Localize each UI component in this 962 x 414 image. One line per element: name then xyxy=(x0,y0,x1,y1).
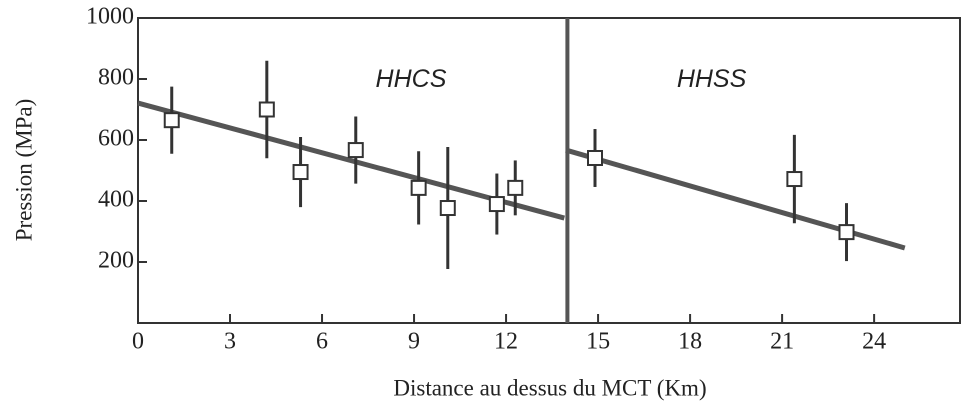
marker xyxy=(292,164,309,181)
y-tick-label: 200 xyxy=(98,248,134,274)
annotation: HHCS xyxy=(376,65,447,93)
x-tick-label: 0 xyxy=(132,329,144,355)
y-tick-label: 400 xyxy=(98,187,134,213)
x-tick-label: 3 xyxy=(224,329,236,355)
y-tick-label: 600 xyxy=(98,126,134,152)
marker xyxy=(258,101,275,118)
x-tick-label: 21 xyxy=(770,329,794,355)
marker xyxy=(786,171,803,188)
marker xyxy=(347,142,364,159)
x-tick-label: 24 xyxy=(862,329,886,355)
marker xyxy=(838,224,855,241)
marker xyxy=(587,149,604,166)
marker xyxy=(439,200,456,217)
marker xyxy=(507,179,524,196)
x-tick-label: 18 xyxy=(678,329,702,355)
x-tick-label: 15 xyxy=(586,329,610,355)
y-tick-label: 1000 xyxy=(86,4,134,30)
plot-frame xyxy=(137,17,961,324)
y-tick-label: 800 xyxy=(98,65,134,91)
x-tick-label: 9 xyxy=(408,329,420,355)
marker xyxy=(163,112,180,129)
x-axis-label: Distance au dessus du MCT (Km) xyxy=(393,375,706,400)
x-tick-label: 12 xyxy=(494,329,518,355)
marker xyxy=(410,179,427,196)
annotation: HHSS xyxy=(677,65,747,93)
x-tick-label: 6 xyxy=(316,329,328,355)
marker xyxy=(488,196,505,213)
y-axis-label: Pression (MPa) xyxy=(11,99,36,241)
